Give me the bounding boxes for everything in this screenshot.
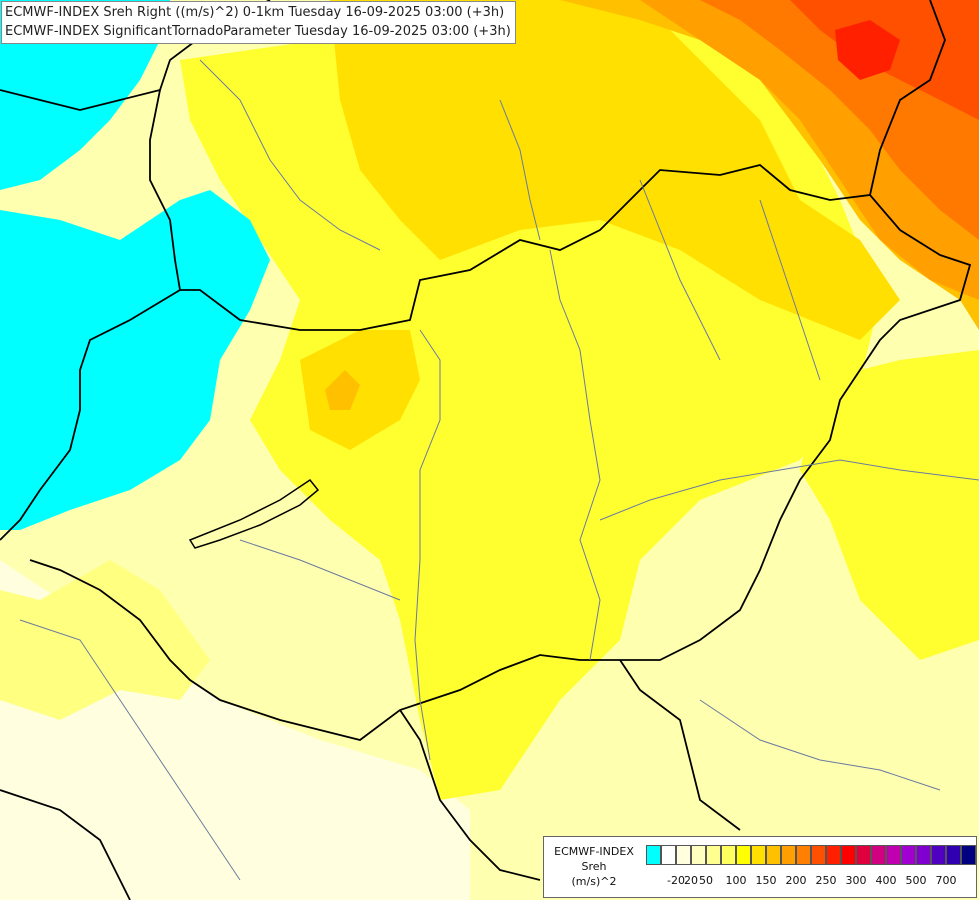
map-title-line-2: ECMWF-INDEX SignificantTornadoParameter … [5, 24, 511, 39]
legend-swatch [676, 845, 691, 865]
legend-swatch [796, 845, 811, 865]
rivers [19, 59, 979, 881]
legend-caption-line-3: (m/s)^2 [571, 875, 617, 888]
legend-swatch [646, 845, 661, 865]
legend-tick-label: -20 [667, 874, 685, 887]
legend-tick-label: 50 [699, 874, 713, 887]
legend-tick-label: 150 [755, 874, 777, 887]
color-legend: ECMWF-INDEX Sreh (m/s)^2 -20 20 50 100 150 20… [543, 836, 977, 898]
field-red-ne [835, 20, 900, 80]
river-8 [599, 459, 979, 521]
legend-caption-line-2: Sreh [581, 860, 607, 873]
map-title-line-1: ECMWF-INDEX Sreh Right ((m/s)^2) 0-1km T… [5, 5, 505, 20]
field-light-south [0, 560, 210, 720]
river-5 [639, 179, 721, 361]
border-5 [619, 659, 741, 831]
field-cyan-west [0, 0, 170, 190]
legend-swatch [841, 845, 856, 865]
field-cyan-west-2 [0, 190, 270, 530]
river-4 [499, 99, 541, 241]
border-7 [869, 0, 946, 196]
legend-swatch [871, 845, 886, 865]
legend-swatch [706, 845, 721, 865]
legend-swatch [766, 845, 781, 865]
legend-swatch [781, 845, 796, 865]
legend-swatch [751, 845, 766, 865]
legend-tick-label: 700 [935, 874, 957, 887]
river-10 [699, 699, 941, 791]
field-amber-west [325, 370, 360, 410]
legend-swatch [901, 845, 916, 865]
legend-swatch [886, 845, 901, 865]
map-title-box: ECMWF-INDEX Sreh Right ((m/s)^2) 0-1km T… [1, 1, 516, 44]
river-2 [549, 249, 601, 661]
legend-caption-line-1: ECMWF-INDEX [554, 845, 634, 858]
legend-tick-label: 300 [845, 874, 867, 887]
legend-tick-label: 400 [875, 874, 897, 887]
legend-swatch [691, 845, 706, 865]
border-4 [399, 709, 541, 881]
river-7 [239, 539, 401, 601]
border-6 [0, 789, 131, 900]
legend-swatch [826, 845, 841, 865]
legend-swatch [811, 845, 826, 865]
legend-swatch [721, 845, 736, 865]
legend-swatch [856, 845, 871, 865]
legend-caption: ECMWF-INDEX Sreh (m/s)^2 [546, 844, 642, 889]
legend-tick-label: 100 [725, 874, 747, 887]
river-6 [759, 199, 821, 381]
legend-tick-label: 20 [684, 874, 698, 887]
legend-swatch [916, 845, 931, 865]
river-1 [414, 329, 441, 761]
river-3 [199, 59, 381, 251]
field-gold-west [300, 330, 420, 450]
field-yellow-east [800, 350, 979, 660]
legend-tick-label: 200 [785, 874, 807, 887]
field-gold-north [330, 0, 900, 340]
legend-swatch [946, 845, 961, 865]
legend-tick-label: 250 [815, 874, 837, 887]
legend-ticks: -20 20 50 100 150 200 250 300 400 500 700 [646, 874, 976, 888]
legend-swatch [661, 845, 676, 865]
border-3 [0, 289, 181, 541]
river-9 [19, 619, 241, 881]
legend-swatch [961, 845, 976, 865]
border-2 [29, 89, 972, 741]
legend-swatch [736, 845, 751, 865]
lake-balaton [188, 478, 320, 549]
legend-swatch [931, 845, 946, 865]
legend-tick-label: 500 [905, 874, 927, 887]
